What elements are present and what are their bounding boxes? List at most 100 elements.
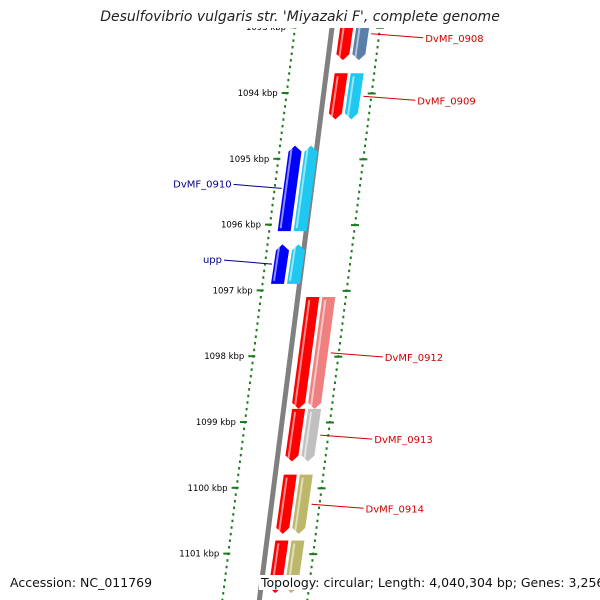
gene-label[interactable]: DvMF_0913 bbox=[374, 435, 432, 446]
guide-dot bbox=[239, 453, 242, 457]
guide-dot bbox=[293, 32, 296, 36]
guide-dot bbox=[376, 45, 379, 49]
guide-dot bbox=[314, 532, 317, 536]
gene-bar-highlight bbox=[294, 299, 311, 406]
guide-dot bbox=[333, 388, 336, 391]
guide-dot bbox=[288, 72, 291, 75]
guide-dot bbox=[294, 28, 297, 29]
guide-dot bbox=[256, 322, 259, 325]
tick-label: 1095 kbp bbox=[229, 155, 269, 165]
guide-dot bbox=[366, 124, 369, 128]
guide-dot bbox=[371, 85, 374, 88]
guide-dot bbox=[234, 493, 237, 496]
tick-label: 1097 kbp bbox=[213, 286, 253, 296]
gene-label-leader bbox=[233, 183, 282, 189]
tick-layer: 1093 kbp 1094 kbp 1095 kbp 1096 kbp 1097 kbp… bbox=[179, 0, 385, 600]
guide-dot bbox=[338, 348, 341, 352]
guide-dot bbox=[269, 217, 272, 220]
guide-dot bbox=[246, 401, 249, 404]
guide-dot bbox=[316, 519, 319, 523]
guide-dot bbox=[329, 414, 332, 417]
guide-dot bbox=[344, 295, 347, 299]
gene-label[interactable]: upp bbox=[203, 255, 222, 266]
guide-dot bbox=[276, 164, 279, 167]
guide-dot bbox=[268, 230, 271, 233]
guide-dot bbox=[367, 118, 370, 121]
guide-dot bbox=[266, 243, 269, 246]
guide-dot bbox=[224, 572, 227, 575]
guide-dot bbox=[352, 236, 355, 240]
gene-label-leader bbox=[223, 259, 273, 265]
gene-label-leader bbox=[320, 434, 373, 440]
guide-dot bbox=[369, 98, 372, 102]
guide-dot bbox=[223, 585, 226, 588]
tick-label: 1099 kbp bbox=[196, 418, 236, 428]
guide-dot bbox=[315, 526, 318, 529]
guide-dot bbox=[237, 473, 240, 477]
guide-dot bbox=[250, 368, 253, 371]
guide-dot bbox=[264, 256, 267, 259]
guide-dot bbox=[361, 164, 364, 167]
guide-dot bbox=[333, 381, 336, 385]
guide-dot bbox=[281, 124, 284, 128]
guide-dot bbox=[223, 578, 226, 582]
gene-bar-highlight bbox=[272, 247, 280, 281]
gene-label[interactable]: DvMF_0914 bbox=[366, 504, 424, 515]
guide-dot bbox=[257, 315, 260, 319]
guide-dot bbox=[336, 361, 339, 365]
guide-dot bbox=[354, 217, 357, 220]
guide-dot bbox=[249, 374, 252, 378]
cds-bar-highlight bbox=[346, 76, 355, 117]
guide-dot bbox=[274, 184, 277, 187]
guide-dot bbox=[348, 269, 351, 273]
gene-label-leader bbox=[363, 95, 416, 101]
cds-bar-highlight bbox=[288, 247, 296, 281]
guide-dot bbox=[271, 203, 274, 207]
gene-label-leader bbox=[330, 352, 383, 358]
gene-bar-highlight bbox=[287, 411, 297, 459]
guide-dot bbox=[335, 368, 338, 371]
gene-label[interactable]: DvMF_0910 bbox=[173, 179, 231, 190]
guide-dot bbox=[323, 460, 326, 463]
guide-dot bbox=[230, 526, 233, 529]
gene-label[interactable]: DvMF_0909 bbox=[417, 96, 475, 107]
guide-dot bbox=[339, 335, 342, 338]
guide-dot bbox=[351, 243, 354, 246]
guide-dot bbox=[372, 78, 375, 82]
guide-dot bbox=[297, 0, 299, 2]
guide-dot bbox=[377, 39, 380, 42]
guide-dot bbox=[248, 388, 251, 391]
guide-dot bbox=[283, 111, 286, 115]
guide-dot bbox=[255, 328, 258, 332]
guide-dot bbox=[263, 263, 266, 266]
genome-title: Desulfovibrio vulgaris str. 'Miyazaki F'… bbox=[100, 9, 500, 25]
guide-dot bbox=[226, 559, 229, 562]
cds-bar-highlight bbox=[294, 477, 304, 531]
guide-dot bbox=[360, 170, 363, 174]
genome-summary-label: Topology: circular; Length: 4,040,304 bp… bbox=[259, 575, 600, 590]
accession-label: Accession: NC_011769 bbox=[8, 575, 155, 590]
guide-dot bbox=[222, 592, 225, 595]
gene-label[interactable]: DvMF_0912 bbox=[385, 353, 443, 364]
guide-dot bbox=[368, 111, 371, 115]
gene-label-leader bbox=[311, 503, 364, 509]
gene-bar-highlight bbox=[279, 148, 293, 229]
guide-dot bbox=[284, 105, 287, 108]
guide-dot bbox=[254, 335, 257, 338]
guide-dot bbox=[267, 236, 270, 240]
guide-dot bbox=[317, 513, 320, 516]
gene-bar-highlight bbox=[330, 76, 339, 117]
guide-dot bbox=[331, 401, 334, 404]
gene-label[interactable]: DvMF_0908 bbox=[425, 34, 483, 45]
guide-dot bbox=[373, 72, 376, 75]
guide-dot bbox=[374, 65, 377, 69]
guide-dot bbox=[275, 170, 278, 174]
guide-dot bbox=[341, 322, 344, 325]
guide-dot bbox=[321, 480, 324, 483]
guide-dot bbox=[375, 52, 378, 56]
guide-dot bbox=[311, 559, 314, 562]
guide-dot bbox=[324, 453, 327, 457]
guide-dot bbox=[374, 59, 377, 62]
